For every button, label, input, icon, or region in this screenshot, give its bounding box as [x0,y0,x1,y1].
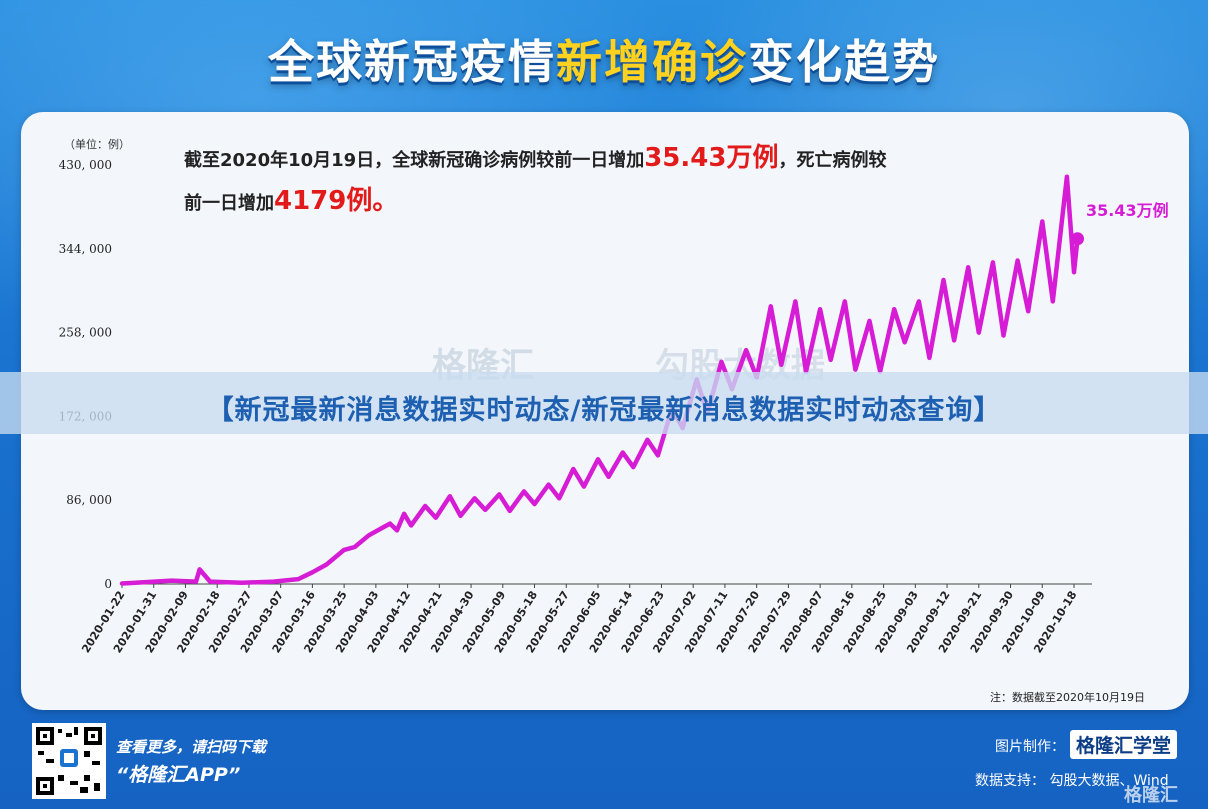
y-tick-label: 86, 000 [66,493,112,507]
overlay-banner [0,372,1208,434]
unit-label: （单位：例） [64,138,130,151]
y-tick-label: 258, 000 [59,326,112,340]
title-highlight: 新增确诊 [556,35,748,89]
series-line [119,174,1080,586]
headline: 截至2020年10月19日，全球新冠确诊病例较前一日增加35.43万例，死亡病例… [184,138,984,224]
promo-line-2: “格隆汇APP” [116,764,241,786]
page-title: 全球新冠疫情新增确诊变化趋势 [0,26,1208,92]
y-tick-label: 0 [104,577,112,591]
headline-text-3: 前一日增加 [184,193,274,214]
credit-label: 图片制作： [995,739,1065,755]
title-part1: 全球新冠疫情 [268,35,556,89]
headline-value-cases: 35.43万例 [644,143,779,173]
data-note: 注：数据截至2020年10月19日 [990,691,1145,704]
qr-code[interactable] [32,723,106,799]
brand-logo: 格隆汇学堂 [1070,730,1178,759]
data-support: 数据支持： 勾股大数据、Wind [975,773,1169,789]
y-tick-label: 430, 000 [59,158,112,172]
y-tick-label: 344, 000 [59,242,112,256]
banner-text[interactable]: 【新冠最新消息数据实时动态/新冠最新消息数据实时动态查询】 [206,395,1002,426]
promo-line-1: 查看更多，请扫码下载 [116,738,267,756]
headline-text-1: 截至2020年10月19日，全球新冠确诊病例较前一日增加 [184,150,645,171]
title-part3: 变化趋势 [748,35,940,89]
corner-logo: 格隆汇 [1124,785,1178,806]
last-point-marker [1071,232,1085,246]
last-point-label: 35.43万例 [1086,201,1169,220]
headline-text-2: ，死亡病例较 [778,150,887,171]
headline-value-deaths: 4179例。 [274,186,399,216]
